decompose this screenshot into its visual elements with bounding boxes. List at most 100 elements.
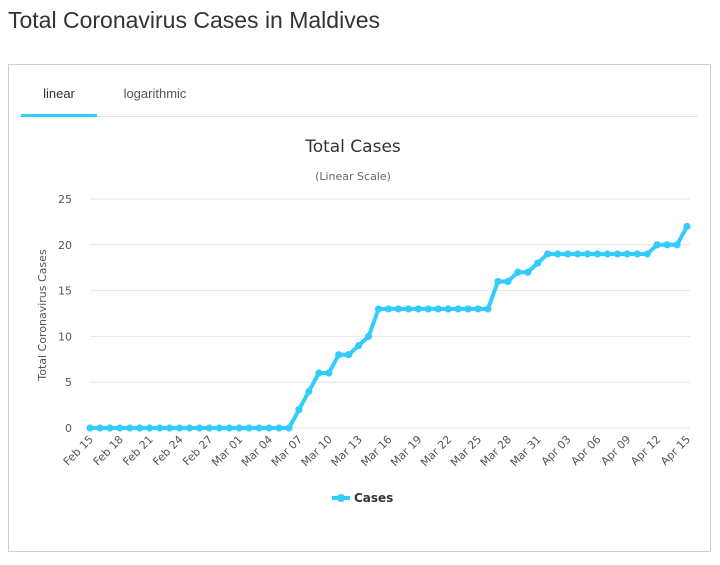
data-point	[245, 424, 253, 432]
x-tick-label: Apr 06	[569, 433, 604, 468]
legend-marker	[337, 494, 345, 502]
data-point	[335, 351, 343, 359]
data-point	[653, 241, 661, 249]
x-tick-label: Feb 18	[91, 433, 126, 468]
data-point	[96, 424, 104, 432]
x-tick-label: Apr 09	[598, 433, 633, 468]
x-tick-label: Feb 21	[120, 433, 155, 468]
data-point	[285, 424, 293, 432]
data-point	[623, 250, 631, 258]
data-point	[185, 424, 194, 432]
data-point	[454, 305, 462, 313]
data-point	[414, 305, 422, 313]
legend-label: Cases	[354, 491, 393, 505]
data-point	[544, 250, 552, 258]
data-point	[374, 305, 383, 313]
data-point	[166, 424, 174, 432]
x-tick-label: Mar 25	[448, 433, 484, 469]
x-tick-label: Mar 10	[299, 433, 335, 469]
x-tick-label: Apr 12	[628, 433, 663, 468]
data-point	[136, 424, 144, 432]
grid-lines	[90, 198, 690, 429]
data-point	[355, 341, 363, 350]
x-tick-label: Mar 22	[418, 433, 454, 469]
data-point	[146, 424, 154, 432]
x-tick-label: Mar 01	[209, 433, 245, 469]
data-point	[524, 268, 532, 276]
data-point	[464, 305, 472, 313]
y-tick-label: 15	[58, 285, 72, 298]
line-chart: Total Cases (Linear Scale) 0 5 10 15 20 25 Fe…	[36, 137, 693, 505]
x-tick-label: Mar 31	[508, 433, 544, 469]
data-point	[494, 277, 502, 286]
data-point	[106, 424, 114, 432]
x-tick-label: Feb 27	[180, 433, 215, 468]
data-point	[305, 387, 313, 395]
page-title: Total Coronavirus Cases in Maldives	[8, 7, 380, 33]
data-point	[116, 424, 124, 432]
data-point	[643, 250, 651, 258]
x-tick-label: Apr 03	[539, 433, 574, 468]
data-point	[613, 250, 621, 258]
data-point	[424, 305, 432, 313]
scale-tabs: linear logarithmic	[21, 77, 698, 117]
data-point	[474, 305, 482, 313]
data-point	[444, 305, 452, 313]
data-point	[394, 305, 403, 313]
data-point	[504, 277, 512, 286]
data-point	[315, 369, 323, 377]
data-point	[593, 250, 602, 258]
data-point	[554, 250, 562, 258]
data-point	[603, 250, 612, 258]
x-tick-label: Mar 19	[388, 433, 424, 469]
chart-subtitle: (Linear Scale)	[315, 170, 391, 183]
data-point	[205, 424, 213, 432]
data-point	[434, 305, 442, 313]
data-point	[365, 332, 373, 340]
x-tick-label: Mar 16	[358, 433, 394, 469]
data-point	[156, 424, 164, 432]
tab-linear[interactable]: linear	[21, 77, 97, 117]
x-tick-label: Feb 24	[150, 433, 185, 468]
y-tick-label: 10	[58, 330, 72, 343]
data-point	[564, 250, 572, 258]
data-point	[514, 268, 522, 276]
legend[interactable]: Cases	[332, 491, 393, 505]
data-point	[384, 305, 393, 313]
data-point	[673, 241, 681, 249]
y-tick-label: 5	[65, 376, 72, 389]
data-point	[126, 424, 134, 432]
data-point	[175, 424, 184, 432]
data-point	[633, 250, 641, 258]
y-tick-label: 20	[58, 239, 72, 252]
data-point	[195, 424, 204, 432]
chart-title: Total Cases	[304, 137, 401, 157]
data-point	[295, 406, 303, 414]
data-point	[86, 424, 94, 432]
x-tick-label: Mar 04	[239, 433, 275, 469]
data-point	[683, 222, 691, 231]
data-point	[404, 305, 412, 313]
y-tick-label: 0	[65, 422, 72, 435]
x-tick-label: Feb 15	[61, 433, 96, 468]
chart-panel: linear logarithmic Total Cases (Linear S…	[8, 64, 711, 552]
x-tick-label: Mar 28	[478, 433, 514, 469]
data-point	[573, 250, 582, 258]
y-tick-label: 25	[58, 193, 72, 206]
data-point	[484, 305, 492, 313]
data-point	[255, 424, 263, 432]
data-point	[225, 424, 233, 432]
y-axis-ticks: 0 5 10 15 20 25	[58, 193, 72, 435]
data-point	[215, 424, 223, 432]
x-tick-label: Mar 13	[329, 433, 365, 469]
data-point	[275, 424, 283, 432]
tab-logarithmic[interactable]: logarithmic	[123, 86, 187, 101]
data-point	[534, 259, 542, 267]
series-cases	[86, 222, 691, 432]
x-tick-label: Mar 07	[269, 433, 305, 469]
data-point	[325, 369, 333, 377]
y-axis-title: Total Coronavirus Cases	[36, 249, 49, 382]
data-point	[663, 241, 671, 249]
data-point	[265, 424, 273, 432]
